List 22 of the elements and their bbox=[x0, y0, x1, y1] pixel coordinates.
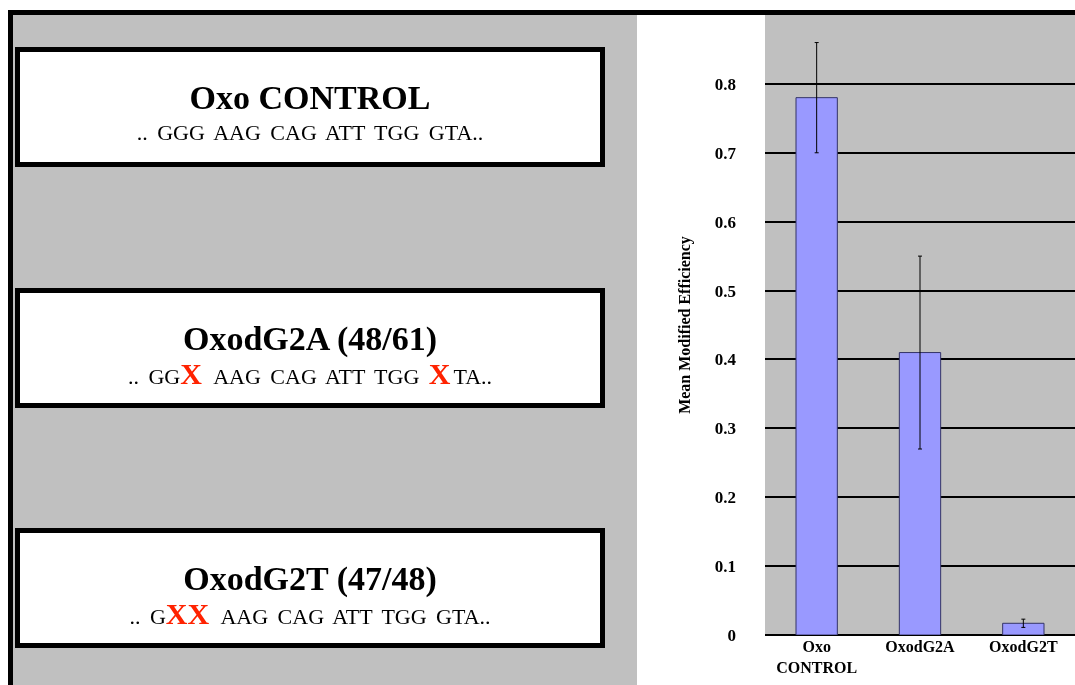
text: Oxo CONTROL bbox=[188, 78, 432, 118]
bar bbox=[795, 97, 838, 635]
x-tick-label: OxodG2T bbox=[989, 638, 1058, 655]
bar bbox=[898, 352, 942, 635]
y-tick-label: 0.7 bbox=[714, 143, 737, 163]
text: .. GGX AAG CAG ATT TGG XTA.. bbox=[126, 357, 494, 392]
x-tick-label: Oxo CONTROL bbox=[776, 638, 858, 676]
y-tick-label: 0.1 bbox=[714, 557, 736, 577]
y-tick-label: 0.3 bbox=[714, 419, 736, 439]
text: .. GXX AAG CAG ATT TGG GTA.. bbox=[128, 597, 492, 632]
y-tick-label: 0.4 bbox=[714, 350, 737, 370]
y-tick-label: 0.8 bbox=[714, 74, 736, 94]
bar bbox=[1002, 622, 1045, 635]
x-tick-label: OxodG2A bbox=[885, 638, 956, 655]
y-tick-label: 0.5 bbox=[714, 281, 736, 301]
text: .. GGG AAG CAG ATT TGG GTA.. bbox=[135, 119, 485, 147]
text: OxodG2T (47/48) bbox=[182, 559, 438, 599]
y-tick-label: 0.6 bbox=[714, 212, 736, 232]
y-axis-title: Mean Modified Efficiency bbox=[675, 236, 694, 414]
y-tick-label: 0.2 bbox=[714, 488, 736, 508]
y-tick-label: 0 bbox=[727, 625, 736, 645]
text: OxodG2A (48/61) bbox=[181, 319, 439, 359]
